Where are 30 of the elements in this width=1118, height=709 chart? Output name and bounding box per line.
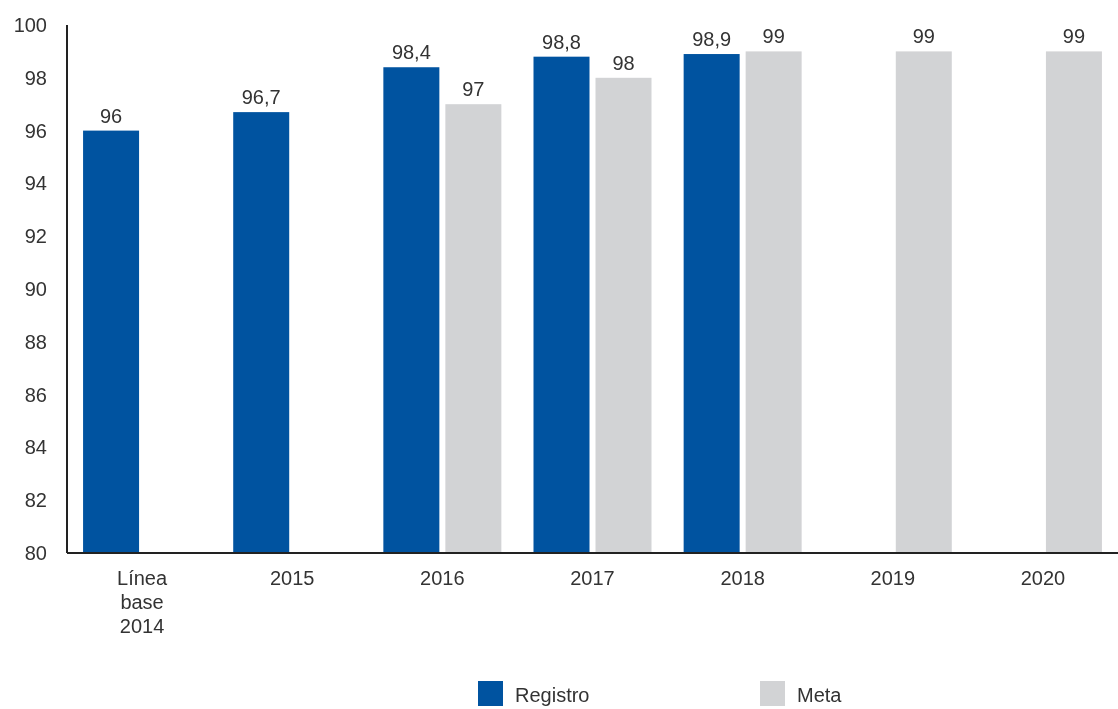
x-tick-label: 2018 [720, 567, 765, 589]
data-label: 98,4 [391, 41, 431, 64]
y-tick-label: 84 [24, 436, 47, 459]
data-label: 99 [912, 25, 935, 48]
y-tick-label: 100 [13, 14, 47, 36]
x-tick-label: 2015 [269, 567, 315, 589]
y-tick-label: 90 [24, 278, 47, 300]
x-tick-label: 2016 [420, 567, 465, 589]
y-tick-label: 96 [24, 119, 47, 142]
x-tick-label: 2019 [870, 567, 916, 589]
legend-label: Meta [797, 684, 843, 706]
data-label: 98,9 [692, 28, 732, 51]
y-tick-label: 98 [24, 66, 47, 89]
y-tick-label: 80 [24, 542, 47, 564]
x-tick-label: 2020 [1020, 567, 1066, 589]
data-label: 98,8 [542, 30, 581, 53]
data-label: 96 [99, 104, 123, 127]
data-label: 99 [1062, 25, 1086, 48]
y-tick-label: 94 [24, 172, 47, 195]
legend-label: Registro [515, 684, 590, 706]
data-label: 98 [612, 51, 635, 74]
y-tick-label: 82 [24, 489, 47, 512]
data-label: 99 [762, 25, 785, 48]
y-tick-label: 88 [24, 330, 47, 353]
data-label: 97 [462, 78, 485, 101]
y-tick-label: 92 [24, 225, 47, 248]
y-tick-label: 86 [24, 383, 47, 406]
x-tick-label: Línea base 2014 [117, 567, 168, 637]
x-tick-label: 2017 [570, 567, 615, 589]
data-label: 96,7 [241, 86, 281, 109]
